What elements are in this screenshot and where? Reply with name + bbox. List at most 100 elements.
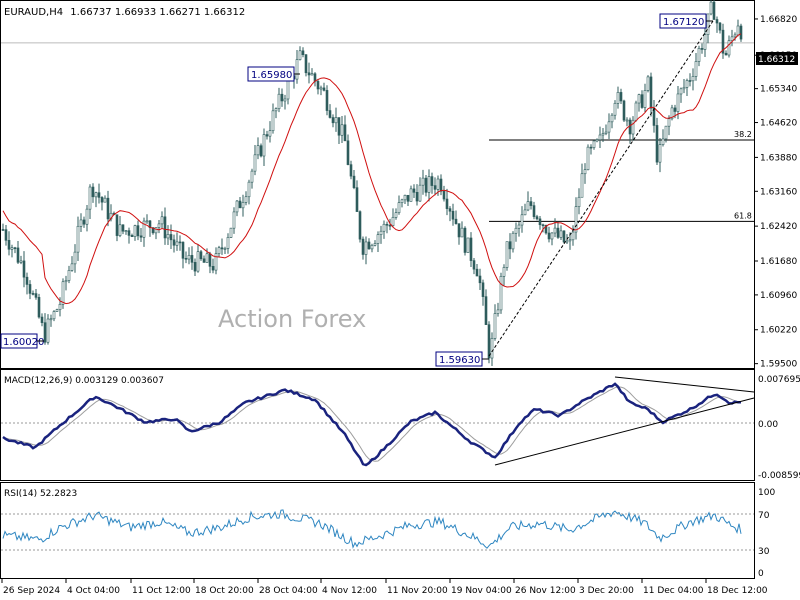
x-tick-label: 11 Oct 12:00 [132,586,191,596]
candle [463,226,467,256]
candle [271,103,275,134]
candle [424,175,428,197]
candle [67,265,71,284]
candle [607,113,611,139]
candle [31,290,35,296]
candle [526,191,530,212]
candle [79,213,83,233]
ohlc-label: 1.66737 1.66933 1.66271 1.66312 [70,7,245,18]
candle [418,177,422,202]
candle [202,255,206,263]
candle [697,45,701,67]
candle [373,240,377,247]
candle [487,321,491,364]
candle [61,278,65,309]
candle [691,68,695,91]
candle [661,129,665,147]
candle [580,163,584,198]
candle [97,183,101,204]
candle [490,332,494,367]
candle [520,206,524,233]
candle [442,185,446,202]
candle [727,35,731,58]
candle [361,236,365,260]
candle [145,214,149,224]
candle [625,117,629,127]
price-tick-label: 1.62420 [760,222,797,232]
macd-title: MACD(12,26,9) 0.003129 0.003607 [4,376,164,386]
candle [445,188,449,216]
candle [595,138,599,143]
candle [70,256,74,272]
candle [121,224,125,235]
candle [244,191,248,206]
candle [619,88,623,104]
candle [427,169,431,202]
candle [634,100,638,122]
x-tick-label: 26 Nov 12:00 [515,586,576,596]
candle [517,221,521,237]
candle [133,224,137,241]
candle [184,251,188,264]
price-tick-label: 1.60220 [760,326,797,336]
price-tick-label: 1.66820 [760,15,797,25]
candle [700,43,704,54]
candle [472,257,476,275]
candle [19,255,23,265]
rsi-tick-30: 30 [758,547,770,557]
candle [103,195,107,203]
candle [613,100,617,120]
candle [301,47,305,58]
candle [640,90,644,109]
candle [94,191,98,208]
candle [247,179,251,205]
candle [475,264,479,277]
candle [406,194,410,207]
candle [622,99,626,123]
candle [241,194,245,217]
candle [10,244,14,258]
candle [127,227,131,244]
candle [478,268,482,290]
candle [1,223,5,231]
candle [346,134,350,166]
candle [586,144,590,171]
candle [181,241,185,269]
candle [217,245,221,258]
candle [196,244,200,273]
candle [484,289,488,325]
candle [193,258,197,276]
candle [376,231,380,252]
fib-label-38.2: 38.2 [734,130,752,139]
candle [325,85,329,116]
svg-text:1.59630: 1.59630 [439,355,480,366]
candle [688,73,692,87]
candle [553,218,557,238]
candle [718,22,722,34]
candle [136,220,140,241]
candle [430,172,434,194]
candle [319,85,323,96]
candle [28,280,32,300]
candle [76,216,80,262]
candle [190,246,194,270]
candle [316,78,320,95]
candle [571,225,575,246]
candle [448,206,452,222]
candle [460,221,464,238]
candle [220,238,224,255]
candle [85,205,89,232]
candle [709,0,713,16]
current-price-marker: 1.66312 [756,52,798,65]
fib-label-61.8: 61.8 [734,211,752,220]
candle [394,208,398,220]
candle [583,163,587,184]
candle [34,288,38,300]
candle [40,313,44,327]
x-tick-label: 11 Nov 20:00 [387,586,448,596]
candle [541,223,545,233]
price-panel-frame [0,0,755,369]
price-tick-label: 1.63880 [760,153,797,163]
x-tick-label: 18 Dec 12:00 [707,586,768,596]
